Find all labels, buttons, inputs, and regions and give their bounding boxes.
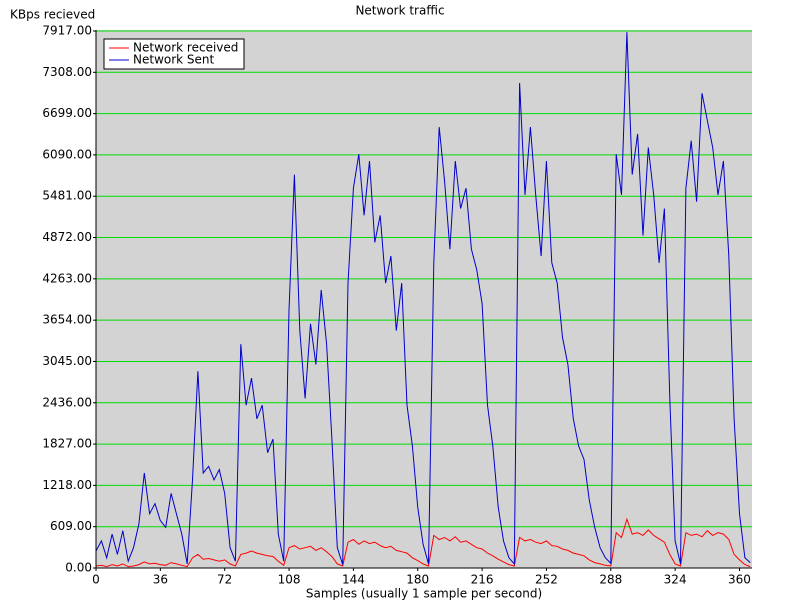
y-tick-label: 6090.00 — [42, 147, 92, 161]
y-tick-label: 6699.00 — [42, 106, 92, 120]
x-tick-label: 36 — [153, 573, 168, 587]
y-tick-label: 4872.00 — [42, 230, 92, 244]
x-tick-label: 216 — [471, 573, 494, 587]
y-tick-label: 2436.00 — [42, 395, 92, 409]
series-line — [95, 517, 751, 568]
x-tick-label: 144 — [342, 573, 365, 587]
plot-area — [96, 30, 752, 568]
legend-label: Network received — [133, 41, 238, 55]
legend-label: Network Sent — [133, 53, 215, 67]
y-tick-label: 1827.00 — [42, 437, 92, 451]
x-axis-label: Samples (usually 1 sample per second) — [306, 587, 542, 600]
x-tick-label: 0 — [92, 573, 100, 587]
x-tick-label: 72 — [217, 573, 232, 587]
y-tick-label: 7308.00 — [42, 65, 92, 79]
y-tick-label: 5481.00 — [42, 189, 92, 203]
x-tick-label: 324 — [664, 573, 687, 587]
y-tick-label: 3654.00 — [42, 313, 92, 327]
series-line — [95, 32, 751, 566]
y-tick-label: 3045.00 — [42, 354, 92, 368]
x-tick-label: 252 — [535, 573, 558, 587]
x-tick-label: 360 — [728, 573, 751, 587]
y-tick-label: 1218.00 — [42, 478, 92, 492]
y-tick-label: 0.00 — [65, 561, 92, 575]
y-tick-label: 609.00 — [50, 519, 92, 533]
chart-title: Network traffic — [355, 4, 444, 18]
y-tick-label: 7917.00 — [42, 24, 92, 38]
legend-box — [103, 38, 245, 70]
y-tick-label: 4263.00 — [42, 271, 92, 285]
x-tick-label: 108 — [278, 573, 301, 587]
x-tick-label: 180 — [406, 573, 429, 587]
y-axis-label: KBps recieved — [10, 8, 95, 22]
x-tick-label: 288 — [599, 573, 622, 587]
